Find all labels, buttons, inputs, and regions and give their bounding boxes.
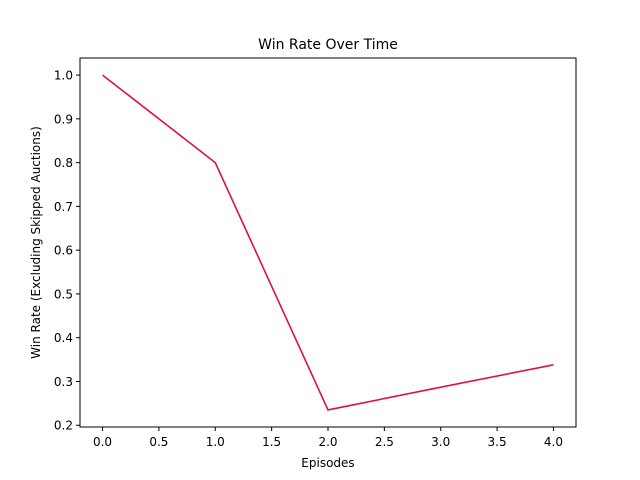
y-tick-label: 0.3 <box>54 375 73 389</box>
x-axis-label: Episodes <box>301 456 354 470</box>
x-tick-label: 1.0 <box>206 435 225 449</box>
y-tick-label: 0.7 <box>54 200 73 214</box>
series-layer <box>102 74 554 411</box>
y-axis-label: Win Rate (Excluding Skipped Auctions) <box>29 126 43 359</box>
x-tick-label: 4.0 <box>544 435 563 449</box>
x-tick-label: 3.0 <box>431 435 450 449</box>
y-tick-label: 0.4 <box>54 331 73 345</box>
y-tick-label: 0.2 <box>54 419 73 433</box>
y-tick-label: 0.8 <box>54 156 73 170</box>
y-tick-label: 0.5 <box>54 287 73 301</box>
y-tick-label: 1.0 <box>54 69 73 83</box>
y-tick-label: 0.9 <box>54 112 73 126</box>
x-tick-label: 2.5 <box>375 435 394 449</box>
x-axis-ticks: 0.0 0.5 1.0 1.5 2.0 2.5 3.0 3.5 4.0 <box>93 427 563 449</box>
y-tick-label: 0.6 <box>54 244 73 258</box>
y-axis-ticks: 0.2 0.3 0.4 0.5 0.6 0.7 0.8 0.9 1.0 <box>54 69 80 433</box>
x-tick-label: 3.5 <box>488 435 507 449</box>
x-tick-label: 0.0 <box>93 435 112 449</box>
x-tick-label: 1.5 <box>262 435 281 449</box>
x-tick-label: 0.5 <box>149 435 168 449</box>
chart-title: Win Rate Over Time <box>258 37 398 53</box>
x-tick-label: 2.0 <box>318 435 337 449</box>
series-line <box>102 74 554 411</box>
